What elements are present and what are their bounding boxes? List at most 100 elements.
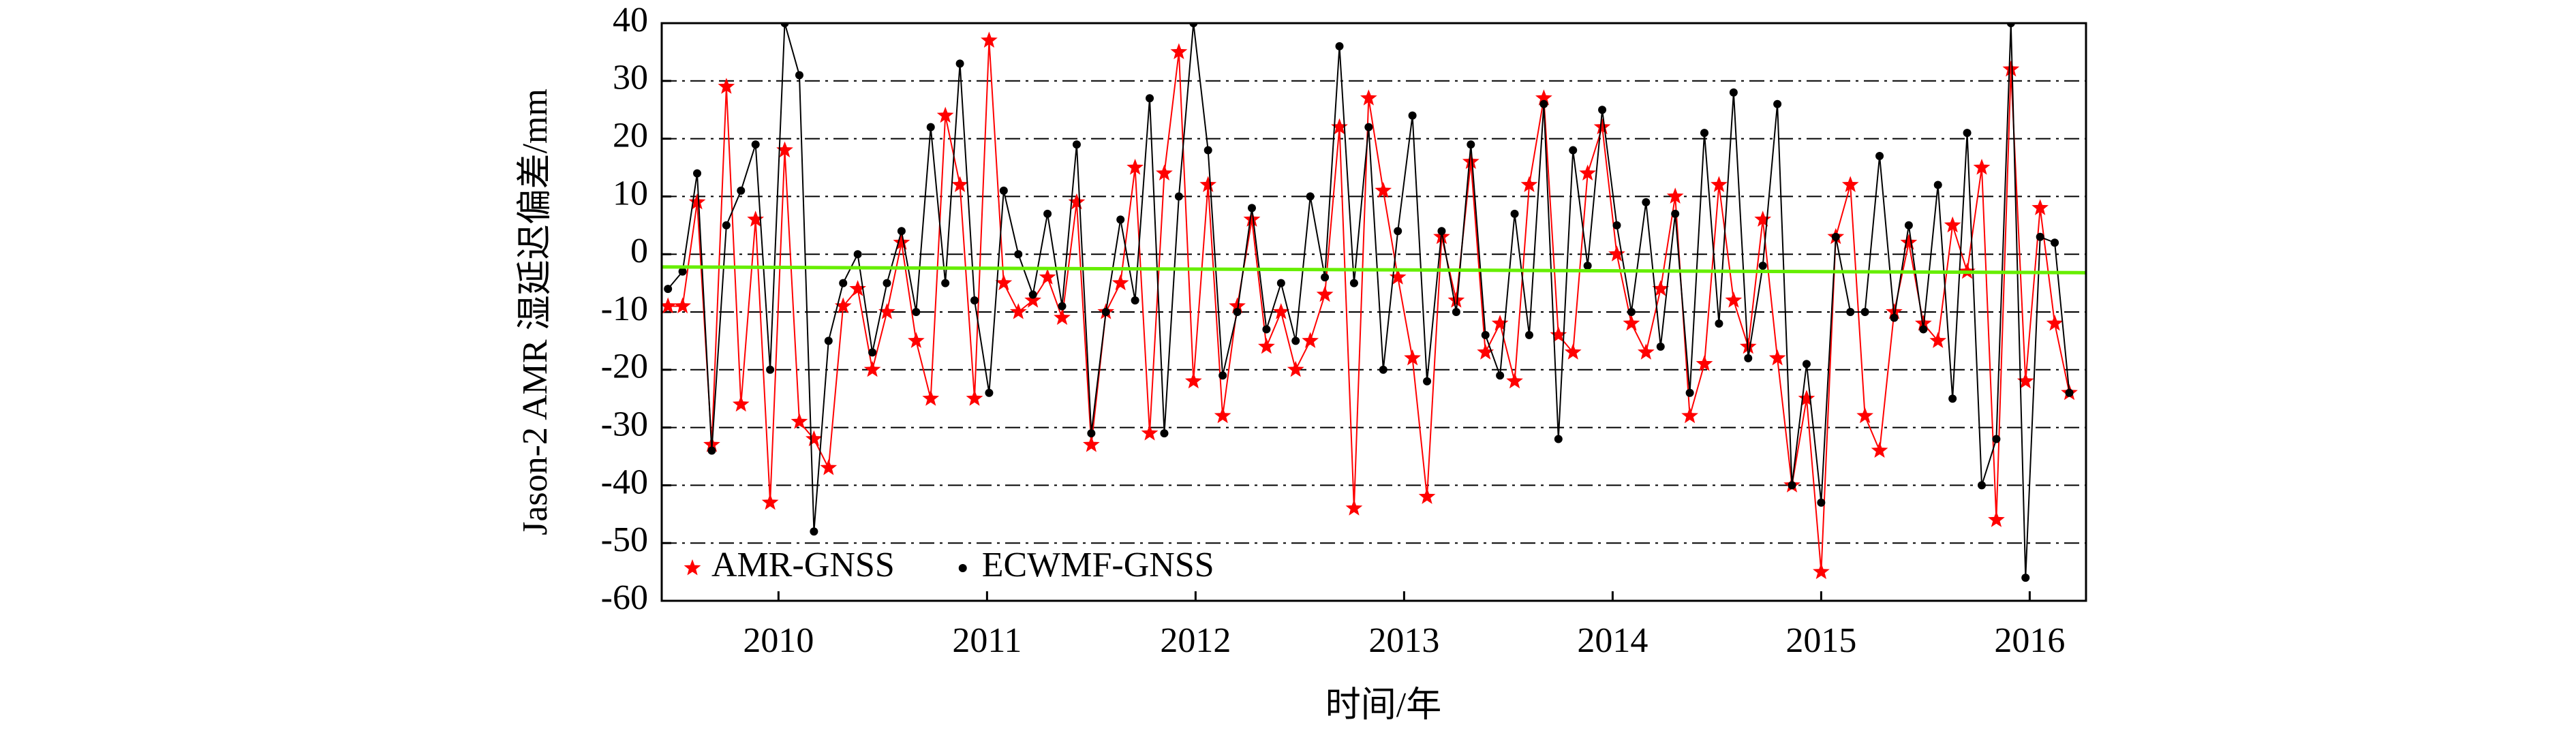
dot-marker — [1349, 279, 1358, 287]
y-tick-label: -60 — [601, 578, 648, 617]
star-marker — [662, 297, 677, 313]
star-marker — [1623, 315, 1640, 331]
star-marker — [1229, 297, 1246, 313]
star-marker — [863, 360, 881, 377]
star-marker — [1287, 360, 1304, 377]
star-marker — [732, 395, 750, 412]
dot-marker — [1335, 42, 1344, 50]
dot-marker — [1860, 308, 1869, 316]
x-tick-label: 2016 — [1994, 621, 2065, 660]
x-tick-label: 2010 — [743, 621, 814, 660]
dot-marker — [1598, 106, 1607, 114]
star-marker — [1302, 332, 1319, 348]
dot-marker — [1408, 111, 1417, 120]
dot-marker — [1262, 325, 1271, 334]
dot-marker — [1481, 330, 1490, 339]
dot-marker — [1729, 88, 1738, 97]
dot-marker — [1627, 308, 1636, 316]
star-marker — [1141, 424, 1159, 441]
y-tick-label: 30 — [613, 59, 648, 97]
legend-label: AMR-GNSS — [711, 546, 895, 584]
dot-marker — [1992, 435, 2001, 443]
star-marker — [1652, 280, 1670, 296]
dot-marker — [1831, 232, 1840, 241]
star-marker — [1535, 89, 1552, 106]
y-tick-label: -30 — [601, 405, 648, 444]
dot-marker — [722, 221, 731, 230]
dot-marker — [1715, 319, 1723, 328]
dot-marker — [1131, 296, 1139, 305]
star-marker — [1638, 343, 1655, 360]
trend-line — [661, 265, 2087, 275]
star-marker — [834, 297, 852, 313]
dot-marker — [1904, 221, 1913, 230]
star-marker — [1944, 216, 1961, 233]
star-marker — [718, 78, 735, 94]
dot-marker — [1452, 308, 1460, 316]
dot-marker — [1218, 371, 1227, 380]
dot-marker — [1160, 429, 1169, 438]
dot-marker — [839, 279, 848, 287]
dot-marker — [883, 279, 891, 287]
dot-marker — [2051, 238, 2059, 247]
dot-marker — [1101, 308, 1110, 316]
star-marker — [1871, 441, 1888, 458]
star-marker — [1360, 89, 1377, 106]
dot-marker — [810, 527, 818, 536]
x-axis-title: 时间/年 — [1325, 686, 1441, 725]
star-marker — [1316, 285, 1334, 302]
star-marker — [791, 413, 808, 429]
dot-marker — [1291, 337, 1300, 345]
y-tick-label: -10 — [601, 290, 648, 328]
star-marker — [1973, 159, 1991, 175]
star-marker — [1608, 245, 1625, 262]
star-marker — [1768, 349, 1786, 366]
star-marker — [1243, 210, 1261, 227]
star-marker — [908, 332, 925, 348]
star-marker — [1126, 159, 1144, 175]
star-marker — [806, 430, 823, 447]
star-marker — [1579, 164, 1596, 181]
star-marker — [1184, 372, 1202, 389]
star-marker — [966, 390, 983, 406]
star-marker — [776, 141, 793, 158]
star-marker — [1258, 337, 1275, 354]
star-marker — [1666, 187, 1684, 204]
star-marker — [893, 234, 910, 250]
star-marker — [2046, 315, 2064, 331]
dot-marker — [1496, 371, 1505, 380]
dot-marker — [941, 279, 950, 287]
dot-marker — [824, 337, 833, 345]
star-marker — [1491, 315, 1509, 331]
x-tick-label: 2011 — [952, 621, 1022, 660]
star-marker — [1696, 355, 1713, 371]
dot-marker — [1875, 152, 1884, 161]
x-tick-label: 2015 — [1785, 621, 1856, 660]
dot-marker — [1642, 198, 1651, 206]
star-marker — [922, 390, 940, 406]
star-marker — [1988, 511, 2005, 527]
dot-marker — [1467, 140, 1475, 149]
dot-marker — [853, 250, 862, 259]
dot-marker — [1948, 394, 1957, 403]
star-marker — [1331, 118, 1348, 135]
dot-marker — [1146, 94, 1154, 103]
dot-marker — [1014, 250, 1023, 259]
legend-label: ECWMF-GNSS — [982, 546, 1214, 584]
dot-marker — [1437, 227, 1446, 236]
star-marker — [1564, 343, 1582, 360]
star-marker — [1418, 488, 1436, 504]
dot-marker — [1890, 313, 1899, 322]
star-marker — [1389, 268, 1407, 285]
dot-marker — [1933, 181, 1942, 189]
dot-marker — [1233, 308, 1242, 316]
dot-marker — [1802, 360, 1811, 369]
dot-marker — [1554, 435, 1563, 443]
dot-marker — [1539, 99, 1548, 108]
dot-marker — [737, 186, 746, 195]
dot-marker — [1656, 342, 1665, 351]
dot-marker — [999, 186, 1008, 195]
dot-marker — [664, 285, 673, 294]
star-marker — [1170, 43, 1188, 59]
star-marker — [1447, 292, 1465, 308]
